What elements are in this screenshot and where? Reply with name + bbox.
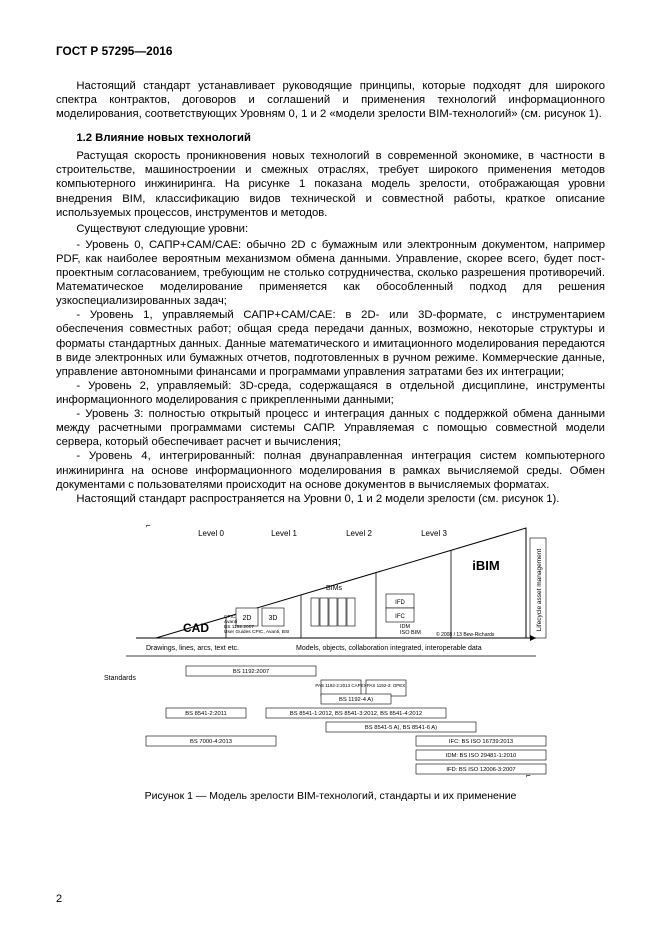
svg-text:BS 8541-2:2011: BS 8541-2:2011 xyxy=(185,711,226,717)
page: ГОСТ Р 57295—2016 Настоящий стандарт уст… xyxy=(0,0,661,935)
levels-intro: Существуют следующие уровни: xyxy=(56,222,605,236)
figure-caption: Рисунок 1 — Модель зрелости BIM-технолог… xyxy=(56,790,605,803)
svg-text:User Guides CPIC, Avanti, BSI: User Guides CPIC, Avanti, BSI xyxy=(224,629,290,635)
level-3: - Уровень 3: полностью открытый процесс … xyxy=(56,407,605,449)
svg-text:Models, objects, collaboration: Models, objects, collaboration integrate… xyxy=(296,645,482,652)
svg-text:Standards: Standards xyxy=(104,675,136,682)
svg-text:3D: 3D xyxy=(268,615,277,622)
level-4: - Уровень 4, интегрированный: полная дву… xyxy=(56,449,605,491)
svg-text:BS 8541-1:2012, BS 8541-3:2012: BS 8541-1:2012, BS 8541-3:2012, BS 8541-… xyxy=(289,711,421,717)
svg-text:2D: 2D xyxy=(242,615,251,622)
svg-text:Drawings, lines, arcs, text et: Drawings, lines, arcs, text etc. xyxy=(146,645,239,652)
svg-text:IFD: BS ISO 12006-3:2007: IFD: BS ISO 12006-3:2007 xyxy=(446,767,515,773)
maturity-diagram: Level 0 Level 1 Level 2 Level 3 iBIM CAD 2D 3D B… xyxy=(96,520,566,780)
svg-text:PAS 1192-3: OPEX: PAS 1192-3: OPEX xyxy=(366,683,405,688)
svg-text:Level 1: Level 1 xyxy=(271,529,297,538)
page-number: 2 xyxy=(56,893,62,907)
svg-text:Level 2: Level 2 xyxy=(346,529,372,538)
svg-text:Level 3: Level 3 xyxy=(421,529,447,538)
para-tech-growth: Растущая скорость проникновения новых те… xyxy=(56,149,605,220)
svg-text:© 2008 / 13 Bew-Richards: © 2008 / 13 Bew-Richards xyxy=(436,631,495,638)
svg-text:IFD: IFD xyxy=(395,600,405,606)
svg-text:BS 1192:2007: BS 1192:2007 xyxy=(232,669,268,675)
level-1: - Уровень 1, управляемый САПР+CAM/CAE: в… xyxy=(56,308,605,379)
svg-text:BS 1192-4 A): BS 1192-4 A) xyxy=(338,697,372,703)
section-1-2-title: 1.2 Влияние новых технологий xyxy=(56,131,605,145)
svg-text:BS 8541-5 A), BS 8541-6 A): BS 8541-5 A), BS 8541-6 A) xyxy=(364,725,436,731)
svg-text:PAS 1192-2:2013 CAPEX: PAS 1192-2:2013 CAPEX xyxy=(315,683,366,688)
svg-text:⌐: ⌐ xyxy=(526,771,531,780)
svg-text:CAD: CAD xyxy=(183,621,209,635)
svg-text:⌐: ⌐ xyxy=(146,521,151,530)
scope-paragraph: Настоящий стандарт распространяется на У… xyxy=(56,492,605,506)
document-header: ГОСТ Р 57295—2016 xyxy=(56,44,605,59)
svg-text:IFC: BS ISO 16739:2013: IFC: BS ISO 16739:2013 xyxy=(448,739,512,745)
svg-text:IDM: BS ISO 29481-1:2010: IDM: BS ISO 29481-1:2010 xyxy=(445,753,516,759)
svg-text:Lifecycle asset management: Lifecycle asset management xyxy=(536,549,543,632)
intro-paragraph: Настоящий стандарт устанавливает руковод… xyxy=(56,79,605,121)
level-2: - Уровень 2, управляемый: 3D-среда, соде… xyxy=(56,379,605,407)
svg-text:iBIM: iBIM xyxy=(472,558,499,573)
svg-text:BS 7000-4:2013: BS 7000-4:2013 xyxy=(190,739,232,745)
svg-text:BIMs: BIMs xyxy=(326,585,342,592)
svg-text:ISO BIM: ISO BIM xyxy=(400,630,421,636)
svg-text:IFC: IFC xyxy=(395,614,405,620)
figure-1: Level 0 Level 1 Level 2 Level 3 iBIM CAD 2D 3D B… xyxy=(56,520,605,803)
level-0: - Уровень 0, САПР+CAM/CAE: обычно 2D с б… xyxy=(56,238,605,309)
svg-text:Level 0: Level 0 xyxy=(198,529,224,538)
